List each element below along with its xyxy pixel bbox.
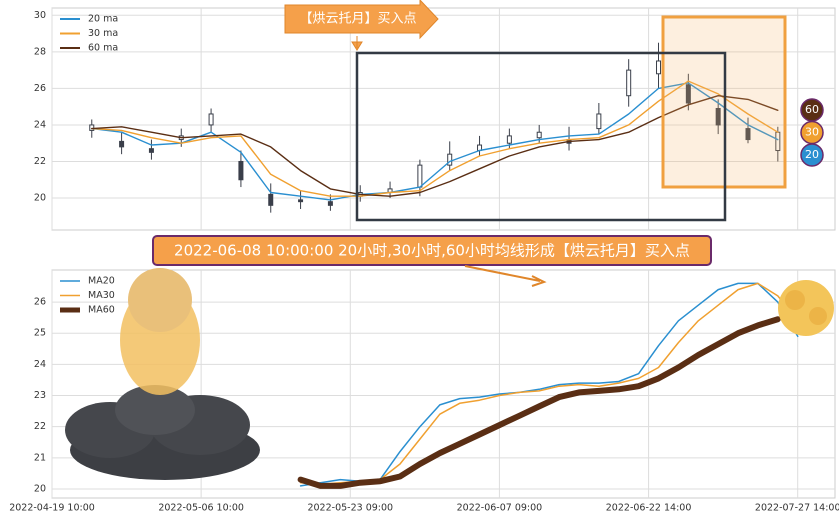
legend-label: 60 ma bbox=[88, 43, 118, 54]
y-tick-label: 21 bbox=[34, 452, 46, 463]
candle-body bbox=[238, 160, 244, 181]
callout-text: 【烘云托月】买入点 bbox=[299, 12, 416, 27]
candle-body bbox=[148, 148, 154, 153]
legend-label: 30 ma bbox=[88, 28, 118, 39]
candle-body bbox=[506, 135, 512, 144]
y-tick-label: 25 bbox=[34, 328, 46, 339]
legend-label: MA60 bbox=[88, 305, 115, 316]
legend-label: MA30 bbox=[88, 290, 115, 301]
y-tick-label: 20 bbox=[34, 483, 46, 494]
y-tick-label: 23 bbox=[34, 390, 46, 401]
plot-area-top bbox=[51, 7, 836, 231]
cloud-decoration bbox=[65, 268, 260, 480]
candle-body bbox=[298, 199, 304, 203]
candle-body bbox=[656, 60, 662, 75]
ma-line bbox=[299, 282, 799, 487]
candle-body bbox=[208, 113, 214, 126]
x-tick-label: 2022-05-06 10:00 bbox=[158, 503, 244, 514]
down-arrow bbox=[351, 36, 363, 51]
ma-line bbox=[299, 282, 799, 486]
candle-body bbox=[626, 69, 632, 97]
moon-decoration bbox=[778, 280, 834, 336]
end-label: 20 bbox=[805, 148, 819, 161]
pointer-arrow bbox=[464, 265, 547, 287]
y-tick-label: 20 bbox=[34, 193, 46, 204]
signal-box bbox=[355, 51, 727, 222]
x-tick-label: 2022-07-27 14:00 bbox=[755, 503, 839, 514]
legend-label: 20 ma bbox=[88, 14, 118, 25]
x-tick-label: 2022-05-23 09:00 bbox=[307, 503, 393, 514]
end-label-badge bbox=[800, 143, 824, 167]
candle-body bbox=[268, 193, 274, 206]
candle-body bbox=[119, 140, 125, 148]
y-tick-label: 24 bbox=[34, 119, 46, 130]
callout-arrow bbox=[284, 0, 439, 40]
y-tick-label: 26 bbox=[34, 83, 46, 94]
candle-body bbox=[89, 124, 95, 131]
candle-body bbox=[417, 164, 423, 188]
y-tick-label: 24 bbox=[34, 359, 46, 370]
banner bbox=[152, 235, 712, 266]
end-label: 60 bbox=[805, 103, 819, 116]
y-tick-label: 28 bbox=[34, 46, 46, 57]
banner-text: 2022-06-08 10:00:00 20小时,30小时,60小时均线形成【烘… bbox=[174, 242, 690, 260]
y-tick-label: 22 bbox=[34, 156, 46, 167]
y-tick-label: 22 bbox=[34, 421, 46, 432]
y-tick-label: 30 bbox=[34, 10, 46, 21]
candle-body bbox=[685, 84, 691, 104]
candle-body bbox=[536, 131, 542, 139]
candle-body bbox=[596, 113, 602, 130]
y-tick-label: 26 bbox=[34, 297, 46, 308]
end-label: 30 bbox=[805, 126, 819, 139]
legend-label: MA20 bbox=[88, 276, 115, 287]
candle-body bbox=[447, 153, 453, 166]
candle-body bbox=[745, 128, 751, 141]
x-tick-label: 2022-06-22 14:00 bbox=[606, 503, 692, 514]
x-tick-label: 2022-06-07 09:00 bbox=[457, 503, 543, 514]
ma-line bbox=[297, 316, 781, 489]
x-tick-label: 2022-04-19 10:00 bbox=[9, 503, 95, 514]
candle-body bbox=[715, 107, 721, 126]
candle-body bbox=[327, 201, 333, 206]
